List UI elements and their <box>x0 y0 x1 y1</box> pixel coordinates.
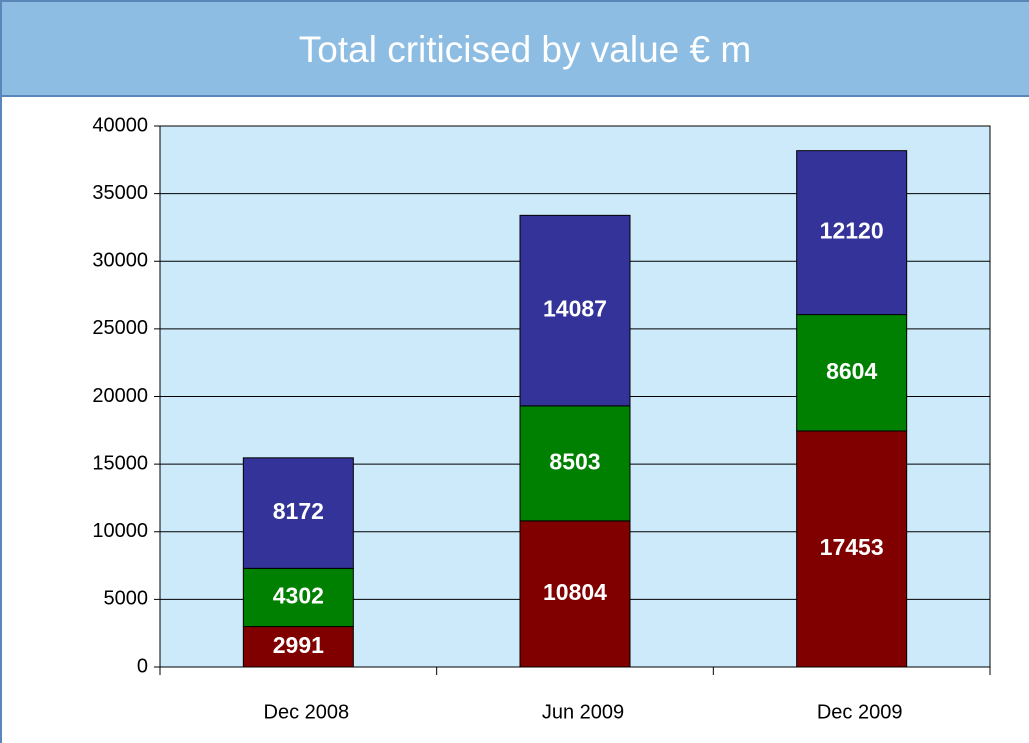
value-label: 10804 <box>543 579 607 605</box>
value-label: 4302 <box>273 583 324 609</box>
bar-segment <box>242 457 354 569</box>
title-band <box>0 0 1029 97</box>
bar-segment <box>796 430 908 668</box>
bar-segment <box>242 567 354 628</box>
y-tick-label: 10000 <box>92 520 148 542</box>
value-label: 14087 <box>543 296 607 322</box>
value-label: 8172 <box>273 498 324 524</box>
value-label: 17453 <box>820 534 884 560</box>
y-tick-label: 35000 <box>92 182 148 204</box>
bar-segment <box>519 405 631 522</box>
x-tick-label: Jun 2009 <box>542 701 624 723</box>
chart-title: Total criticised by value € m <box>299 29 751 70</box>
bar-segment <box>519 214 631 407</box>
y-tick-label: 30000 <box>92 250 148 272</box>
value-label: 8604 <box>826 358 877 384</box>
x-tick-label: Dec 2008 <box>264 701 350 723</box>
value-label: 12120 <box>820 218 884 244</box>
bar-segment <box>519 520 631 668</box>
y-tick-label: 40000 <box>92 114 148 136</box>
y-tick-label: 25000 <box>92 317 148 339</box>
y-tick-label: 0 <box>137 655 148 677</box>
value-label: 8503 <box>549 448 600 474</box>
value-label: 2991 <box>273 632 324 658</box>
bar-segment <box>796 150 908 316</box>
y-tick-label: 15000 <box>92 452 148 474</box>
x-tick-label: Dec 2009 <box>817 701 903 723</box>
y-tick-label: 5000 <box>104 588 149 610</box>
y-tick-label: 20000 <box>92 385 148 407</box>
